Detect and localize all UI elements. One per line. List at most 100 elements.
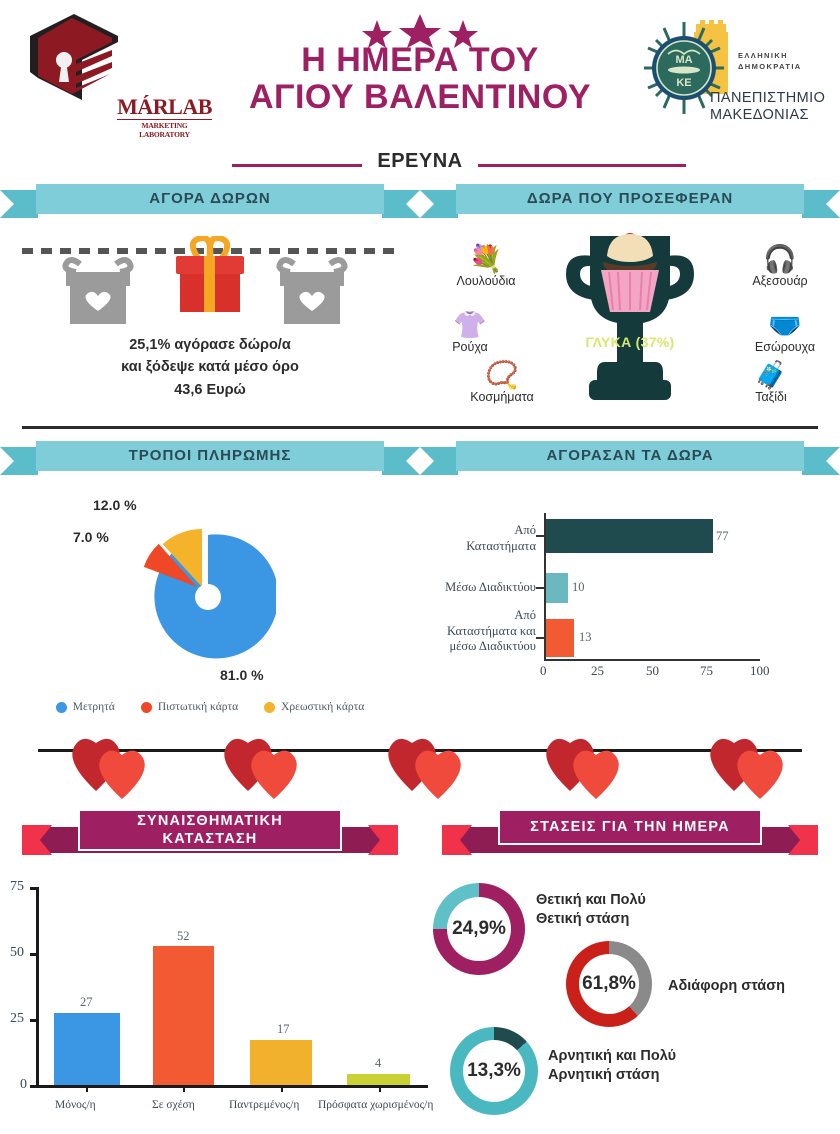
heart-pair-icon <box>388 738 461 799</box>
ribbon-label: ΑΓΟΡΑΣΑΝ ΤΑ ΔΩΡΑ <box>546 447 714 464</box>
donut-center: 13,3% <box>463 1040 525 1102</box>
gift-icons-row <box>0 226 420 326</box>
legend-dot-debit <box>264 701 276 713</box>
gift-item-underwear: 🩲 Εσώρουχα <box>734 310 836 355</box>
uni-line-1: ΕΛΛΗΝΙΚΗ <box>738 51 788 60</box>
trophy-area: 💐 Λουλούδια 👚 Ρούχα 📿 Κοσμήματα 🎧 Αξεσου… <box>420 220 840 420</box>
bar-stores <box>546 519 713 553</box>
legend-item-credit: Πιστωτική κάρτα <box>140 701 238 713</box>
pie-label-credit: 7.0 % <box>73 529 109 545</box>
heart-pair-icon <box>224 738 297 799</box>
pie-slices <box>143 528 276 659</box>
tick-dash <box>536 637 544 639</box>
ytick-75: 75 <box>10 879 24 894</box>
gift-item-jewelry: 📿 Κοσμήματα <box>452 362 552 405</box>
pie-legend: Μετρητά Πιστωτική κάρτα Χρεωστική κάρτα <box>0 701 420 713</box>
ribbon-label: ΣΥΝΑΙΣΘΗΜΑΤΙΚΗ ΚΑΤΑΣΤΑΣΗ <box>137 812 283 847</box>
ribbon-emotional-status: ΣΥΝΑΙΣΘΗΜΑΤΙΚΗ ΚΑΤΑΣΤΑΣΗ <box>0 807 420 869</box>
cat-label-single: Μόνος/η <box>55 1099 96 1111</box>
marlab-cube-icon <box>30 14 118 100</box>
note-line-1: 25,1% αγόρασε δώρο/α <box>129 337 291 353</box>
heart-pair-icon <box>72 738 145 799</box>
subtitle-rule-left <box>232 164 362 167</box>
page-title: Η ΗΜΕΡΑ ΤΟΥ ΑΓΙΟΥ ΒΑΛΕΝΤΙΝΟΥ <box>180 42 660 115</box>
where-bar-chart: 77 10 13 Από Καταστήματα Μέσω Διαδικτύου… <box>420 477 840 717</box>
bar-value: 10 <box>572 580 585 594</box>
heart-pair-icon <box>546 738 619 799</box>
bar-both <box>546 619 574 657</box>
tick-dash <box>536 535 544 537</box>
legend-dot-credit <box>140 701 152 713</box>
tick-dash <box>536 587 544 589</box>
panel-gift-purchase: ΑΓΟΡΑ ΔΩΡΩΝ <box>0 180 420 420</box>
gift-purchase-note: 25,1% αγόρασε δώρο/α και ξόδεψε κατά μέσ… <box>0 334 420 401</box>
cat-label-stores: Από Καταστήματα <box>466 523 536 553</box>
cat-label-online: Μέσω Διαδικτύου <box>445 580 536 594</box>
tick-dash <box>30 953 38 956</box>
pie-label-debit: 12.0 % <box>93 497 137 513</box>
row-charts-1: ΤΡΟΠΟΙ ΠΛΗΡΩΜΗΣ 12.0 % 7.0 % 81.0 % <box>0 429 840 717</box>
uni-emblem-icon: ΜΑ ΚΕ <box>644 20 728 114</box>
ribbon-band <box>456 441 804 471</box>
donut-label-positive: Θετική και Πολύ Θετική στάση <box>536 892 646 927</box>
gift-box-gray-right-icon <box>276 257 348 324</box>
xtick-25: 25 <box>591 663 604 678</box>
gift-item-accessories: 🎧 Αξεσουάρ <box>734 246 826 289</box>
bar-relationship <box>153 946 214 1085</box>
bar-married <box>250 1040 312 1085</box>
marlab-name: MÁRLAB <box>117 94 212 119</box>
uni-state-label: ΕΛΛΗΝΙΚΗ ΔΗΜΟΚΡΑΤΙΑ <box>738 50 802 73</box>
underwear-icon: 🩲 <box>768 310 802 340</box>
ribbon-band <box>36 441 384 471</box>
ribbon-tail-left <box>420 447 458 475</box>
donut-center: 24,9% <box>447 897 511 961</box>
header: MÁRLAB MARKETING LABORATORY Η ΗΜΕΡΑ ΤΟΥ … <box>0 0 840 150</box>
bar-value: 4 <box>375 1056 382 1070</box>
row-charts-2: ΣΥΝΑΙΣΘΗΜΑΤΙΚΗ ΚΑΤΑΣΤΑΣΗ 75 50 25 0 <box>0 807 840 1134</box>
ribbon-label: ΔΩΡΑ ΠΟΥ ΠΡΟΣΕΦΕΡΑΝ <box>526 190 734 207</box>
attitudes-donuts: 24,9% Θετική και Πολύ Θετική στάση 61,8%… <box>420 869 840 1134</box>
ribbon-gifts-offered: ΔΩΡΑ ΠΟΥ ΠΡΟΣΕΦΕΡΑΝ <box>420 180 840 220</box>
legend-label: Χρεωστική κάρτα <box>281 701 365 713</box>
legend-dot-cash <box>55 701 67 713</box>
uni-line-4: ΜΑΚΕΔΟΝΙΑΣ <box>710 107 809 124</box>
university-logo: ΜΑ ΚΕ ΕΛΛΗΝΙΚΗ ΔΗΜΟΚΡΑΤΙΑ ΠΑΝΕΠΙΣΤΗΜΙΟ Μ… <box>638 18 834 138</box>
travel-icon: 🧳 <box>754 360 788 390</box>
bar-value: 17 <box>277 1022 290 1036</box>
ribbon-attitudes: ΣΤΑΣΕΙΣ ΓΙΑ ΤΗΝ ΗΜΕΡΑ <box>420 807 840 869</box>
status-bar-chart: 75 50 25 0 27 52 17 4 <box>0 869 433 1134</box>
stars-decoration <box>362 14 478 48</box>
legend-label: Μετρητά <box>72 701 115 713</box>
donut-center: 61,8% <box>579 954 639 1014</box>
cat-tickmark <box>281 1085 283 1092</box>
xtick-100: 100 <box>750 663 770 678</box>
ytick-50: 50 <box>10 945 24 960</box>
donut-percent: 61,8% <box>582 973 636 994</box>
tick-dash <box>30 1019 38 1022</box>
section-divider-1 <box>22 426 818 429</box>
donut-percent: 13,3% <box>467 1060 521 1081</box>
subtitle-text: ΕΡΕΥΝΑ <box>377 150 463 172</box>
gift-item-clothes: 👚 Ρούχα <box>428 312 512 355</box>
ribbon-where-purchased: ΑΓΟΡΑΣΑΝ ΤΑ ΔΩΡΑ <box>420 437 840 477</box>
cat-label-relationship: Σε σχέση <box>152 1099 195 1111</box>
bar-value: 13 <box>579 630 592 644</box>
uni-line-2: ΔΗΜΟΚΡΑΤΙΑ <box>738 62 802 72</box>
row-gifts: ΑΓΟΡΑ ΔΩΡΩΝ <box>0 180 840 420</box>
legend-item-cash: Μετρητά <box>55 701 115 713</box>
donut-label-indifferent: Αδιάφορη στάση <box>668 978 785 994</box>
gift-item-label: Κοσμήματα <box>470 390 534 404</box>
cat-tickmark <box>183 1085 185 1092</box>
heart-pair-icon <box>710 738 783 799</box>
payment-pie-chart: 12.0 % 7.0 % 81.0 % Μετρητά <box>0 477 420 717</box>
svg-text:ΜΑ: ΜΑ <box>675 54 692 66</box>
subtitle-row: ΕΡΕΥΝΑ <box>0 150 840 180</box>
ribbon-tail-left <box>0 190 38 218</box>
donut-negative: 13,3% <box>450 1027 538 1115</box>
donut-positive: 24,9% <box>433 883 525 975</box>
gift-item-label: Ταξίδι <box>755 390 787 404</box>
gift-item-flowers: 💐 Λουλούδια <box>438 246 534 289</box>
bar-divorced <box>347 1074 410 1085</box>
pie-label-cash: 81.0 % <box>220 667 264 683</box>
ribbon-label: ΣΤΑΣΕΙΣ ΓΙΑ ΤΗΝ ΗΜΕΡΑ <box>530 818 730 835</box>
